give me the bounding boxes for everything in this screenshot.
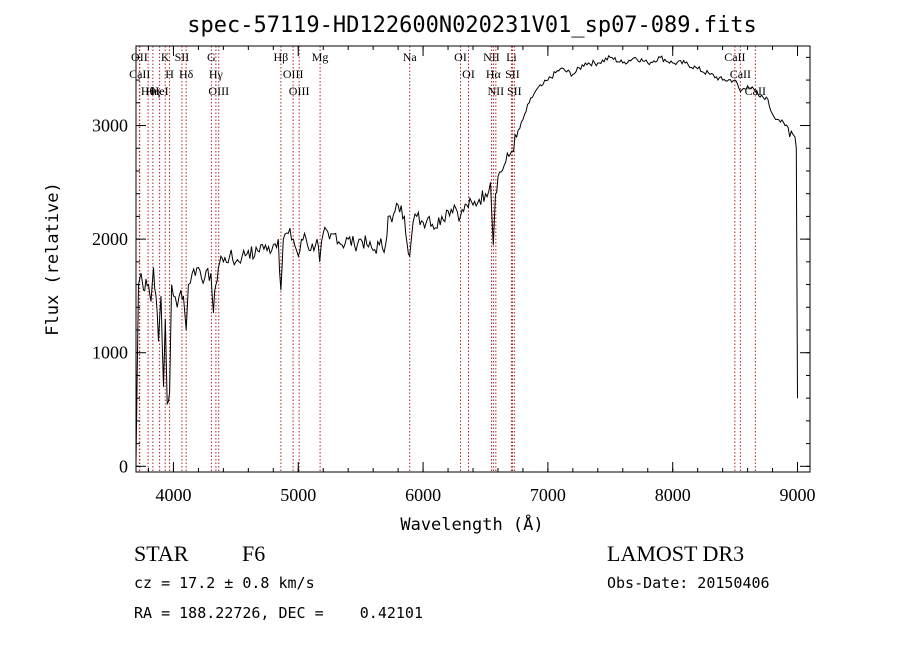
x-tick-label-3: 7000 [530,485,566,505]
line-label-5: K [161,50,170,64]
line-label-13: OIII [283,67,304,81]
y-tick-label-3: 3000 [92,116,128,136]
line-label-27: CaII [745,84,766,98]
line-label-11: G [207,50,216,64]
line-label-25: CaII [724,50,745,64]
spectrum-series [135,54,798,465]
y-axis-label: Flux (relative) [43,182,63,336]
observation-date: Obs-Date: 20150406 [607,574,770,592]
x-tick-label-2: 6000 [405,485,441,505]
line-label-24: Li [506,50,517,64]
plot-frame [135,45,811,473]
line-label-22: SII [505,67,520,81]
line-label-2: CaII [129,67,150,81]
line-label-3: Hη [145,84,160,98]
line-label-4: HeI [151,84,169,98]
line-label-10: Hγ [209,67,224,81]
x-axis-label: Wavelength (Å) [400,513,543,535]
survey-name: LAMOST DR3 [607,541,745,566]
line-label-9: OIII [208,84,229,98]
line-label-16: Na [403,50,418,64]
line-label-18: OI [462,67,475,81]
line-label-17: OI [454,50,467,64]
line-label-26: CaII [730,67,751,81]
x-tick-label-5: 9000 [780,485,816,505]
spectral-subclass: F6 [242,541,266,566]
line-label-7: SII [175,50,190,64]
y-tick-label-0: 0 [119,456,128,476]
redshift-velocity: cz = 17.2 ± 0.8 km/s [134,574,315,592]
line-label-6: H [165,67,174,81]
chart-title: spec-57119-HD122600N020231V01_sp07-089.f… [187,13,757,38]
y-tick-label-1: 1000 [92,343,128,363]
coordinates: RA = 188.22726, DEC = 0.42101 [134,604,423,622]
line-label-0: Hθ [141,84,156,98]
line-label-14: OIII [289,84,310,98]
line-label-8: Hδ [179,67,194,81]
line-label-12: Hβ [274,50,289,64]
emission-line-markers [138,46,756,472]
line-label-21: NII [488,84,505,98]
y-tick-label-2: 2000 [92,229,128,249]
object-class: STAR [134,541,189,566]
x-tick-label-1: 5000 [280,485,316,505]
line-label-20: Hα [486,67,502,81]
emission-line-labels: OIICaIIHθHηHeIKHSIIHδGHγOIIIHβOIIIOIIIMg… [129,50,766,98]
axis-ticks: 4000 5000 6000 7000 8000 9000 0 1000 2000 3000 [92,46,816,505]
series-line-0 [135,54,798,465]
line-label-19: NII [483,50,500,64]
x-tick-label-0: 4000 [155,485,191,505]
x-tick-label-4: 8000 [655,485,691,505]
line-label-23: SII [507,84,522,98]
line-label-15: Mg [312,50,329,64]
